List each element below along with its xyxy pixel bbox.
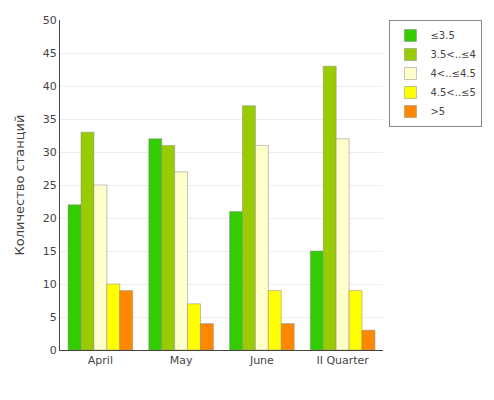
svg-text:>5: >5 <box>430 106 445 117</box>
svg-text:5: 5 <box>50 311 57 324</box>
svg-text:50: 50 <box>43 14 57 27</box>
svg-text:35: 35 <box>43 113 57 126</box>
svg-text:June: June <box>249 354 274 367</box>
svg-text:40: 40 <box>43 80 57 93</box>
svg-text:≤3.5: ≤3.5 <box>430 30 454 41</box>
svg-text:10: 10 <box>43 278 57 291</box>
svg-text:Количество станций: Количество станций <box>12 114 27 255</box>
svg-text:15: 15 <box>43 245 57 258</box>
svg-text:25: 25 <box>43 179 57 192</box>
svg-text:4.5<..≤5: 4.5<..≤5 <box>430 87 475 98</box>
svg-text:3.5<..≤4: 3.5<..≤4 <box>430 49 475 60</box>
svg-text:II Quarter: II Quarter <box>316 354 369 367</box>
svg-text:4<..≤4.5: 4<..≤4.5 <box>430 68 475 79</box>
svg-text:May: May <box>170 354 193 367</box>
svg-text:45: 45 <box>43 47 57 60</box>
svg-text:20: 20 <box>43 212 57 225</box>
svg-text:30: 30 <box>43 146 57 159</box>
svg-text:0: 0 <box>50 344 57 357</box>
svg-text:April: April <box>88 354 113 367</box>
